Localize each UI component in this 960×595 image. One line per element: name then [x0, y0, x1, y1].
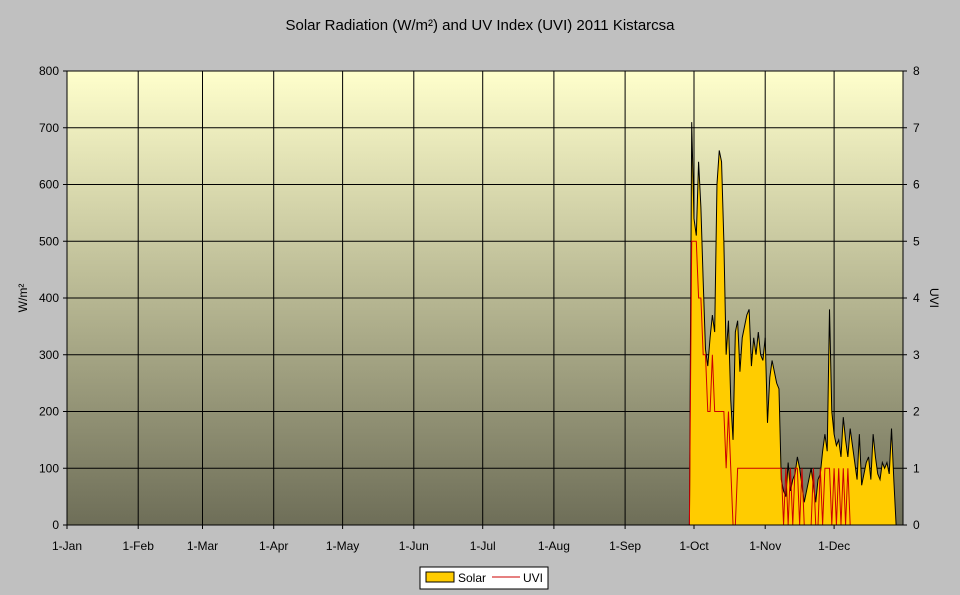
y2-tick-label: 5 — [913, 234, 920, 248]
x-tick-label: 1-Aug — [538, 539, 570, 553]
y-tick-label: 200 — [39, 405, 59, 419]
y-tick-label: 300 — [39, 348, 59, 362]
legend-solar-label: Solar — [458, 571, 486, 585]
y2-tick-label: 0 — [913, 518, 920, 532]
y2-tick-label: 4 — [913, 291, 920, 305]
y-tick-label: 500 — [39, 234, 59, 248]
y-tick-label: 0 — [52, 518, 59, 532]
x-tick-label: 1-Oct — [679, 539, 709, 553]
y-axis-label: W/m² — [16, 284, 30, 313]
legend-solar-swatch — [425, 571, 455, 583]
x-tick-label: 1-Feb — [123, 539, 155, 553]
y2-tick-label: 3 — [913, 348, 920, 362]
x-axis-ticks: 1-Jan 1-Feb 1-Mar 1-Apr 1-May 1-Jun 1-Jul 1-Aug… — [52, 525, 850, 553]
x-tick-label: 1-Jun — [399, 539, 429, 553]
y2-tick-label: 2 — [913, 405, 920, 419]
y-axis-ticks: 0 100 200 300 400 500 600 700 800 — [39, 64, 67, 532]
legend: Solar UVI — [419, 566, 549, 590]
y2-axis-label: UVI — [927, 288, 941, 308]
y-tick-label: 400 — [39, 291, 59, 305]
y2-tick-label: 8 — [913, 64, 920, 78]
x-tick-label: 1-Sep — [609, 539, 641, 553]
y2-axis-ticks: 0 1 2 3 4 5 6 7 8 — [903, 64, 920, 532]
legend-uvi-label: UVI — [523, 571, 543, 585]
x-tick-label: 1-Nov — [749, 539, 781, 553]
x-tick-label: 1-Mar — [187, 539, 218, 553]
y-tick-label: 700 — [39, 121, 59, 135]
chart-title: Solar Radiation (W/m²) and UV Index (UVI… — [285, 17, 675, 34]
y-tick-label: 100 — [39, 461, 59, 475]
y2-tick-label: 1 — [913, 461, 920, 475]
y-tick-label: 800 — [39, 64, 59, 78]
x-tick-label: 1-Apr — [259, 539, 288, 553]
x-tick-label: 1-Dec — [818, 539, 850, 553]
x-tick-label: 1-Jul — [470, 539, 496, 553]
series-solar-area — [689, 122, 903, 525]
x-tick-label: 1-Jan — [52, 539, 82, 553]
y2-tick-label: 6 — [913, 178, 920, 192]
y-tick-label: 600 — [39, 178, 59, 192]
x-tick-label: 1-May — [326, 539, 359, 553]
y2-tick-label: 7 — [913, 121, 920, 135]
series-solar-outline — [688, 122, 903, 526]
